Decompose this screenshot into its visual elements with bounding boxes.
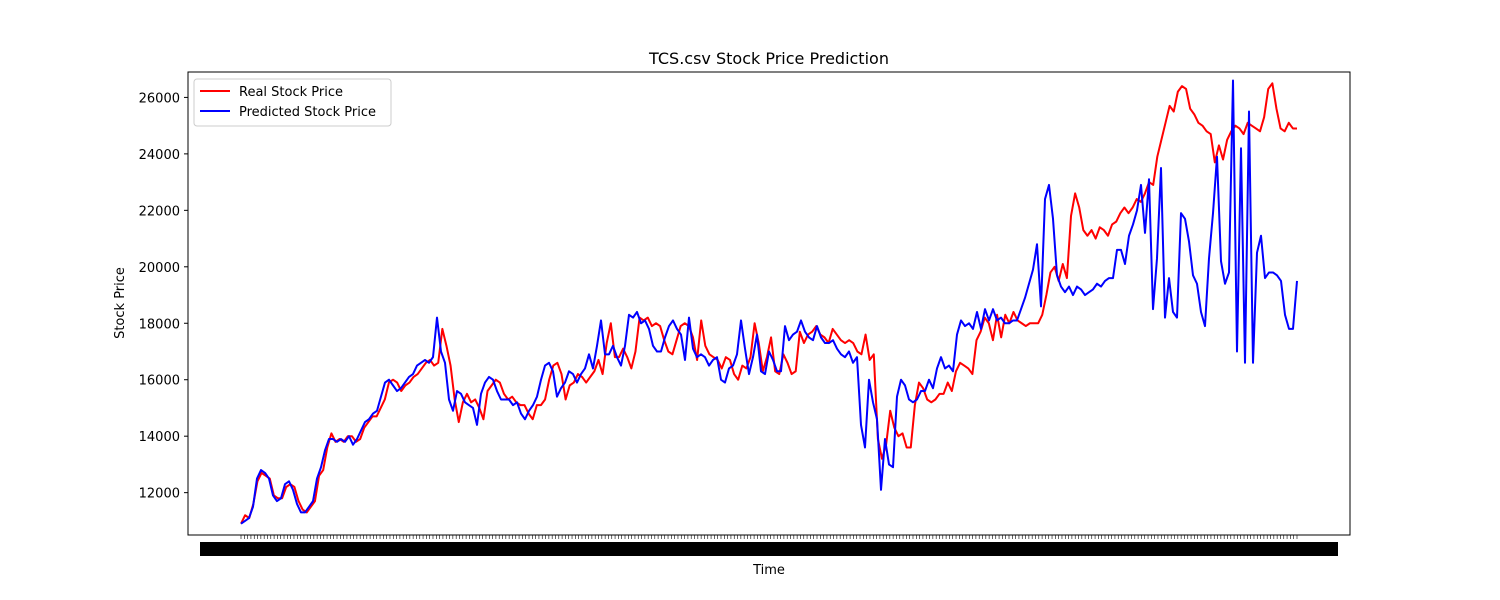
- legend-label-predicted: Predicted Stock Price: [239, 105, 376, 120]
- y-tick-label: 18000: [139, 317, 180, 332]
- y-tick-label: 24000: [139, 148, 180, 163]
- y-ticks: 12000 14000 16000 18000 20000 22000 24000 26000: [139, 91, 188, 502]
- chart-title: TCS.csv Stock Price Prediction: [648, 49, 889, 68]
- y-tick-label: 16000: [139, 374, 180, 389]
- plot-area-frame: [187, 71, 1351, 536]
- y-tick-label: 14000: [139, 430, 180, 445]
- y-tick-label: 22000: [139, 204, 180, 219]
- x-axis-label: Time: [752, 563, 785, 578]
- legend: Real Stock Price Predicted Stock Price: [193, 78, 392, 127]
- x-tick-labels-overlap: [200, 542, 1338, 556]
- y-axis-label: Stock Price: [113, 267, 128, 339]
- legend-label-real: Real Stock Price: [239, 85, 343, 100]
- y-tick-label: 12000: [139, 487, 180, 502]
- series-lines: [240, 79, 1298, 525]
- y-tick-label: 20000: [139, 261, 180, 276]
- series-line-real: [240, 82, 1297, 525]
- series-line-predicted: [240, 79, 1298, 525]
- x-ticks: [200, 535, 1338, 556]
- legend-box: [193, 78, 392, 127]
- y-tick-label: 26000: [139, 91, 180, 106]
